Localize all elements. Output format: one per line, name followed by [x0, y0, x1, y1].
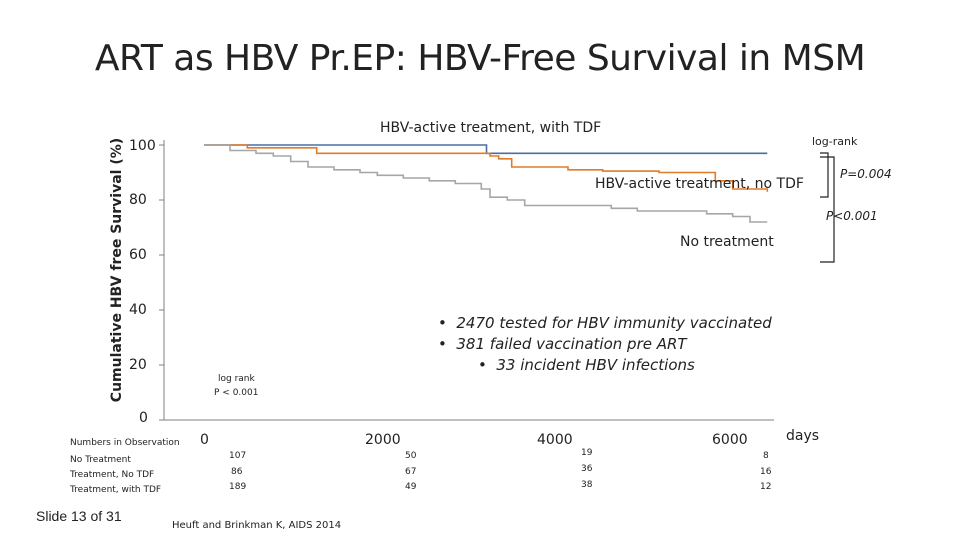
x-tick-6000: 6000 [712, 432, 748, 448]
p-value-no-treatment: P<0.001 [826, 209, 878, 223]
risk-count: 16 [760, 467, 772, 477]
p-value-tdf: P=0.004 [840, 167, 892, 181]
x-tick-2000: 2000 [365, 432, 401, 448]
y-tick-0: 0 [139, 410, 148, 426]
risk-count: 50 [405, 451, 417, 461]
citation: Heuft and Brinkman K, AIDS 2014 [172, 520, 342, 531]
x-tick-4000: 4000 [537, 432, 573, 448]
label-no-treatment: No treatment [680, 234, 774, 250]
series-line-no-treatment [204, 144, 768, 223]
series-line-no-tdf [204, 144, 769, 192]
risk-table-header: Numbers in Observation [70, 438, 180, 448]
risk-count: 8 [763, 451, 769, 461]
risk-count: 107 [229, 451, 247, 461]
series-line-with-tdf [204, 144, 768, 155]
risk-count: 12 [760, 482, 772, 492]
bullet-1: • 2470 tested for HBV immunity vaccinate… [438, 314, 772, 332]
risk-count: 49 [405, 482, 417, 492]
logrank-header: log-rank [812, 135, 858, 148]
inner-logrank-label: log rank [218, 374, 255, 384]
y-tick-20: 20 [129, 357, 147, 373]
risk-row-label-no-treatment: No Treatment [70, 455, 131, 465]
risk-row-label-with-tdf: Treatment, with TDF [70, 485, 162, 495]
bullet-3: • 33 incident HBV infections [478, 356, 695, 374]
y-tick-40: 40 [129, 302, 147, 318]
risk-count: 86 [231, 467, 243, 477]
risk-count: 67 [405, 467, 417, 477]
inner-p-value: P < 0.001 [214, 388, 259, 398]
slide-number: Slide 13 of 31 [36, 508, 122, 524]
x-axis-label: days [786, 428, 820, 444]
risk-count: 19 [581, 448, 593, 458]
y-tick-80: 80 [129, 192, 147, 208]
bullet-2: • 381 failed vaccination pre ART [438, 335, 687, 353]
risk-row-label-no-tdf: Treatment, No TDF [70, 470, 155, 480]
y-axis-label: Cumulative HBV free Survival (%) [109, 137, 125, 403]
risk-count: 189 [229, 482, 247, 492]
label-with-tdf: HBV-active treatment, with TDF [380, 120, 602, 136]
bracket-tdf [820, 152, 829, 198]
bracket-no-treatment [820, 156, 835, 263]
label-no-tdf: HBV-active treatment, no TDF [595, 176, 804, 192]
page-title: ART as HBV Pr.EP: HBV-Free Survival in M… [94, 38, 866, 79]
risk-count: 38 [581, 480, 593, 490]
x-tick-0: 0 [200, 432, 209, 448]
y-tick-100: 100 [129, 138, 156, 154]
risk-count: 36 [581, 464, 593, 474]
y-tick-60: 60 [129, 247, 147, 263]
